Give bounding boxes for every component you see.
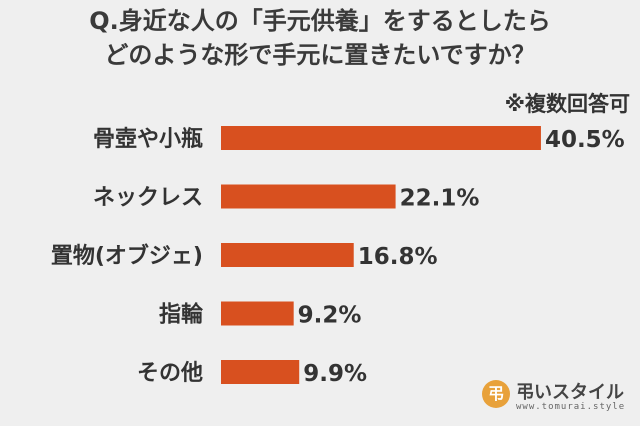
value-label: 22.1% <box>400 186 480 212</box>
multiple-answer-note: ※複数回答可 <box>504 92 630 116</box>
category-label: その他 <box>137 361 203 386</box>
logo-url: www.tomurai.style <box>516 402 626 412</box>
value-label: 9.9% <box>303 361 367 387</box>
category-label: 置物(オブジェ) <box>51 243 203 269</box>
value-label: 40.5% <box>545 127 625 153</box>
chart-title-line-1: Q.身近な人の「手元供養」をするとしたら <box>89 7 551 35</box>
category-label: 骨壺や小瓶 <box>93 127 203 152</box>
brand-logo: 弔 弔いスタイル www.tomurai.style <box>482 376 632 420</box>
logo-mark-icon: 弔 <box>482 380 510 408</box>
bar <box>221 184 396 209</box>
value-label: 9.2% <box>298 303 362 329</box>
logo-name: 弔いスタイル <box>516 382 624 403</box>
bar <box>221 126 541 150</box>
bar <box>221 360 300 384</box>
chart-title-line-2: どのような形で手元に置きたいですか？ <box>104 41 536 69</box>
bar <box>221 243 354 267</box>
bar <box>221 301 294 326</box>
category-label: ネックレス <box>93 186 203 211</box>
category-label: 指輪 <box>159 302 204 328</box>
value-label: 16.8% <box>358 244 438 270</box>
